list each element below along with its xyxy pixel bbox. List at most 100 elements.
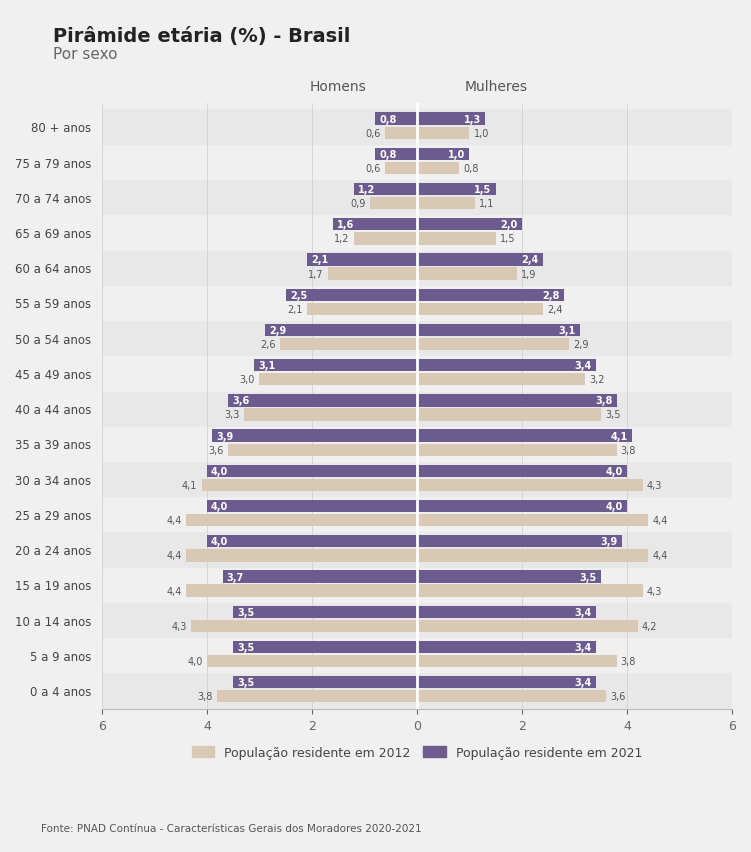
Text: 3,6: 3,6	[208, 446, 224, 455]
Text: 2,1: 2,1	[311, 256, 328, 265]
Bar	[306, 254, 417, 267]
Text: 1,0: 1,0	[448, 150, 466, 159]
Bar	[102, 672, 732, 708]
Text: 1,6: 1,6	[337, 220, 354, 230]
Text: 4,3: 4,3	[647, 481, 662, 491]
Bar	[417, 219, 522, 231]
Text: 4,4: 4,4	[652, 550, 668, 561]
Bar	[102, 145, 732, 180]
Text: 0,9: 0,9	[350, 199, 366, 209]
Text: 3,9: 3,9	[600, 537, 617, 547]
Text: 2,9: 2,9	[574, 340, 589, 349]
Bar	[417, 430, 632, 442]
Text: 4,1: 4,1	[182, 481, 198, 491]
Bar	[233, 641, 417, 653]
Bar	[102, 320, 732, 356]
Text: 4,0: 4,0	[605, 466, 623, 476]
Text: 3,6: 3,6	[611, 692, 626, 701]
Bar	[102, 356, 732, 391]
Text: 1,5: 1,5	[475, 185, 491, 195]
Bar	[417, 550, 648, 561]
Bar	[417, 113, 485, 125]
Text: Mulheres: Mulheres	[464, 80, 527, 94]
Bar	[327, 268, 417, 280]
Text: 3,8: 3,8	[621, 446, 636, 455]
Text: 0,6: 0,6	[366, 164, 382, 174]
Bar	[207, 500, 417, 513]
Bar	[102, 426, 732, 462]
Bar	[417, 620, 638, 632]
Text: 4,0: 4,0	[605, 502, 623, 511]
Bar	[417, 268, 517, 280]
Text: 1,3: 1,3	[464, 114, 481, 124]
Text: 4,0: 4,0	[187, 656, 203, 666]
Bar	[369, 198, 417, 210]
Bar	[417, 338, 569, 351]
Text: 3,5: 3,5	[605, 410, 620, 420]
Text: 3,8: 3,8	[595, 396, 612, 406]
Bar	[333, 219, 417, 231]
Bar	[417, 374, 585, 386]
Text: 3,5: 3,5	[237, 607, 255, 617]
Legend: População residente em 2012, População residente em 2021: População residente em 2012, População r…	[187, 740, 647, 763]
Text: 1,9: 1,9	[521, 269, 536, 279]
Text: 4,0: 4,0	[211, 466, 228, 476]
Text: Pirâmide etária (%) - Brasil: Pirâmide etária (%) - Brasil	[53, 27, 350, 46]
Bar	[417, 641, 596, 653]
Text: 4,4: 4,4	[652, 515, 668, 526]
Bar	[102, 602, 732, 637]
Bar	[201, 479, 417, 492]
Bar	[228, 394, 417, 407]
Bar	[102, 637, 732, 672]
Text: 1,1: 1,1	[479, 199, 494, 209]
Bar	[385, 163, 417, 175]
Text: 3,9: 3,9	[216, 431, 234, 441]
Text: 3,8: 3,8	[198, 692, 213, 701]
Bar	[222, 571, 417, 583]
Bar	[102, 567, 732, 602]
Bar	[417, 479, 643, 492]
Text: 3,6: 3,6	[232, 396, 249, 406]
Bar	[102, 110, 732, 145]
Bar	[417, 394, 617, 407]
Text: 2,8: 2,8	[542, 291, 559, 301]
Bar	[417, 289, 564, 302]
Text: 4,4: 4,4	[166, 515, 182, 526]
Bar	[375, 113, 417, 125]
Text: 4,3: 4,3	[647, 586, 662, 596]
Bar	[417, 515, 648, 527]
Text: 2,9: 2,9	[269, 325, 286, 336]
Text: 2,0: 2,0	[500, 220, 517, 230]
Bar	[417, 409, 601, 421]
Bar	[354, 184, 417, 196]
Bar	[417, 127, 469, 140]
Bar	[212, 430, 417, 442]
Bar	[102, 285, 732, 320]
Bar	[191, 620, 417, 632]
Bar	[375, 148, 417, 161]
Text: Por sexo: Por sexo	[53, 47, 117, 62]
Text: 1,2: 1,2	[334, 234, 350, 244]
Text: 0,8: 0,8	[463, 164, 478, 174]
Bar	[264, 325, 417, 337]
Text: 3,3: 3,3	[224, 410, 240, 420]
Text: 3,2: 3,2	[590, 375, 605, 385]
Text: 4,1: 4,1	[611, 431, 628, 441]
Text: 3,5: 3,5	[237, 677, 255, 688]
Text: 4,3: 4,3	[171, 621, 187, 631]
Bar	[417, 233, 496, 245]
Bar	[102, 180, 732, 216]
Bar	[285, 289, 417, 302]
Bar	[233, 606, 417, 619]
Text: Fonte: PNAD Contínua - Características Gerais dos Moradores 2020-2021: Fonte: PNAD Contínua - Características G…	[41, 823, 422, 833]
Bar	[207, 536, 417, 548]
Bar	[306, 303, 417, 315]
Bar	[185, 550, 417, 561]
Text: 2,6: 2,6	[261, 340, 276, 349]
Bar	[417, 690, 606, 703]
Bar	[385, 127, 417, 140]
Text: 3,5: 3,5	[237, 642, 255, 653]
Bar	[417, 571, 601, 583]
Bar	[185, 584, 417, 597]
Bar	[417, 303, 543, 315]
